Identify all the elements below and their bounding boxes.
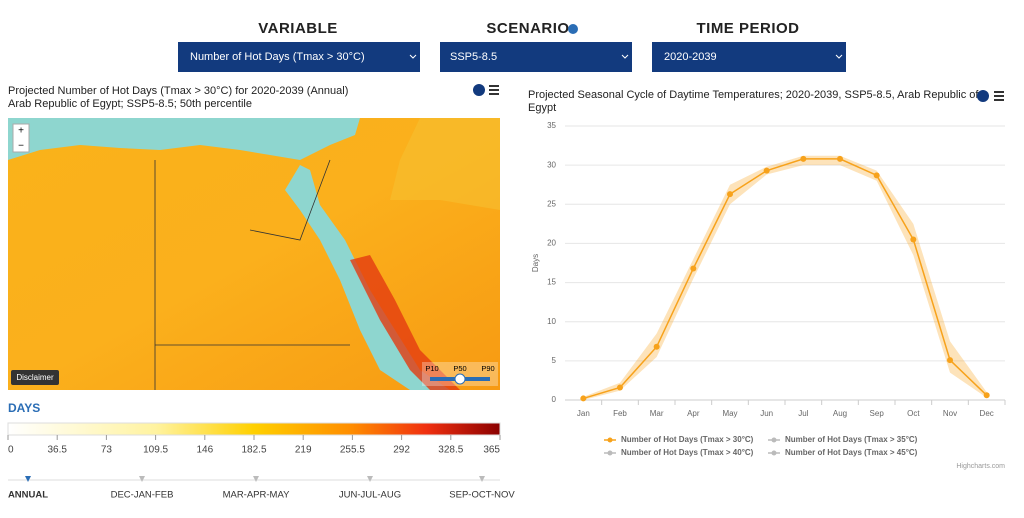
y-tick-label: 25	[547, 199, 556, 208]
x-tick-label: Sep	[870, 409, 885, 418]
y-tick-label: 5	[552, 356, 557, 365]
colorbar-tick-label: 292	[393, 445, 410, 456]
x-tick-label: Oct	[907, 409, 920, 418]
x-tick-label: Jan	[577, 409, 590, 418]
colorbar-tick-label: 109.5	[143, 445, 168, 456]
point	[800, 155, 807, 162]
period-option[interactable]: SEP-OCT-NOV	[449, 490, 515, 501]
menu-icon[interactable]	[489, 85, 499, 95]
colorbar-tick-label: 36.5	[47, 445, 67, 456]
period-marker[interactable]	[25, 476, 31, 482]
point	[580, 395, 587, 402]
variable-dropdown[interactable]: Number of Hot Days (Tmax > 30°C)	[178, 42, 420, 72]
y-tick-label: 10	[547, 317, 556, 326]
period-marker[interactable]	[367, 476, 373, 482]
point	[947, 357, 953, 364]
point	[690, 265, 697, 272]
point	[763, 167, 770, 174]
map-subtitle: Arab Republic of Egypt; SSP5-8.5; 50th p…	[8, 98, 252, 110]
colorbar-tick-label: 146	[196, 445, 213, 456]
point	[837, 155, 843, 162]
percentile-slider[interactable]	[454, 373, 466, 385]
x-tick-label: Jul	[798, 409, 808, 418]
disclaimer-button[interactable]: Disclaimer	[16, 373, 54, 382]
info-icon[interactable]	[977, 90, 989, 102]
map[interactable]: + − Disclaimer P10 P50 P90	[8, 118, 500, 390]
legend-item[interactable]: Number of Hot Days (Tmax > 45°C)	[785, 448, 918, 457]
x-tick-label: Aug	[833, 409, 847, 418]
variable-label: VARIABLE	[258, 20, 338, 37]
info-icon[interactable]	[473, 84, 485, 96]
y-tick-label: 0	[552, 395, 557, 404]
percentile-label: P90	[481, 364, 494, 373]
legend-item[interactable]: Number of Hot Days (Tmax > 35°C)	[785, 435, 918, 444]
colorbar-tick-label: 255.5	[340, 445, 365, 456]
legend-symbol	[607, 450, 613, 456]
colorbar-tick-label: 0	[8, 445, 14, 456]
x-tick-label: Dec	[980, 409, 994, 418]
legend-symbol	[607, 437, 613, 443]
period-marker[interactable]	[253, 476, 259, 482]
info-icon[interactable]	[568, 24, 578, 34]
period-marker[interactable]	[479, 476, 485, 482]
x-tick-label: Feb	[613, 409, 627, 418]
period-selected: 2020-2039	[664, 51, 717, 63]
menu-icon[interactable]	[994, 91, 1004, 101]
chart-title: Egypt	[528, 102, 556, 114]
colorbar	[7, 422, 501, 436]
colorbar-tick-label: 73	[101, 445, 113, 456]
x-tick-label: Apr	[687, 409, 700, 418]
period-option[interactable]: MAR-APR-MAY	[223, 490, 291, 501]
scenario-dropdown[interactable]: SSP5-8.5	[440, 42, 632, 72]
colorbar-tick-label: 182.5	[241, 445, 266, 456]
y-tick-label: 35	[547, 121, 556, 130]
point	[727, 191, 733, 198]
zoom-out[interactable]: −	[18, 141, 24, 152]
legend-item[interactable]: Number of Hot Days (Tmax > 40°C)	[621, 448, 754, 457]
point	[617, 384, 623, 391]
y-tick-label: 30	[547, 160, 556, 169]
legend-item[interactable]: Number of Hot Days (Tmax > 30°C)	[621, 435, 754, 444]
legend-symbol	[771, 450, 777, 456]
colorbar-tick-label: 365	[483, 445, 500, 456]
period-option[interactable]: DEC-JAN-FEB	[111, 490, 174, 501]
colorbar-tick-label: 328.5	[438, 445, 463, 456]
point	[983, 392, 990, 399]
legend-symbol	[771, 437, 777, 443]
point	[910, 236, 917, 243]
map-title: Projected Number of Hot Days (Tmax > 30°…	[8, 85, 348, 97]
line	[583, 158, 988, 400]
y-tick-label: 20	[547, 239, 556, 248]
period-option[interactable]: JUN-JUL-AUG	[339, 490, 401, 501]
variable-selected: Number of Hot Days (Tmax > 30°C)	[190, 51, 365, 63]
period-option[interactable]: ANNUAL	[8, 490, 48, 501]
period-marker[interactable]	[139, 476, 145, 482]
percentile-label: P50	[453, 364, 466, 373]
point	[653, 343, 660, 350]
period-label: TIME PERIOD	[696, 20, 799, 37]
point	[873, 172, 880, 179]
colorbar-tick-label: 219	[295, 445, 312, 456]
colorbar-label: DAYS	[8, 401, 40, 415]
x-tick-label: Jun	[760, 409, 773, 418]
y-tick-label: 15	[547, 278, 556, 287]
x-tick-label: Nov	[943, 409, 957, 418]
chart-title: Projected Seasonal Cycle of Daytime Temp…	[528, 89, 979, 101]
credits[interactable]: Highcharts.com	[956, 463, 1005, 470]
x-tick-label: May	[722, 409, 737, 418]
zoom-in[interactable]: +	[18, 126, 24, 137]
scenario-selected: SSP5-8.5	[450, 51, 497, 63]
y-axis-label: Days	[531, 254, 540, 272]
period-dropdown[interactable]: 2020-2039	[652, 42, 846, 72]
scenario-label: SCENARIO	[486, 20, 569, 37]
range-band	[583, 155, 987, 400]
percentile-label: P10	[425, 364, 438, 373]
x-tick-label: Mar	[650, 409, 664, 418]
